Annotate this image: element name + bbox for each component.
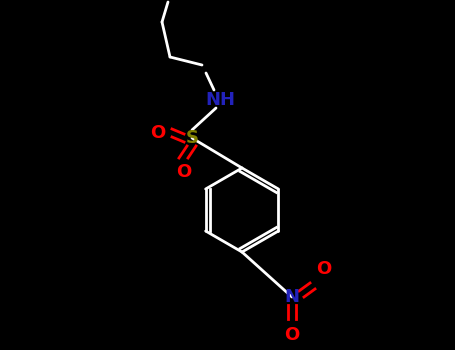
Text: N: N [284,288,299,306]
Text: NH: NH [205,91,235,109]
Text: O: O [284,326,300,344]
Text: O: O [316,260,332,278]
Text: S: S [186,129,198,147]
Text: O: O [177,163,192,181]
Text: O: O [150,124,166,142]
